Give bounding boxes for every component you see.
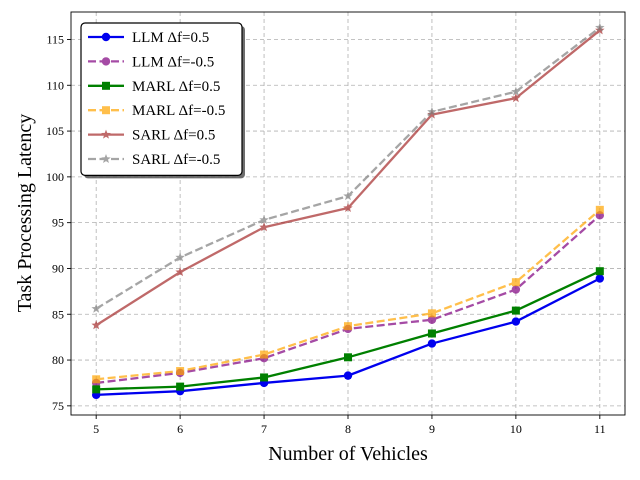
- legend-marker: [102, 106, 110, 115]
- legend-marker: [101, 57, 111, 66]
- data-point: [511, 93, 521, 103]
- y-tick-label: 105: [46, 124, 64, 138]
- data-point: [176, 382, 185, 391]
- legend-entry-3: MARL Δf=-0.5: [88, 103, 225, 119]
- data-point: [511, 317, 521, 326]
- y-tick-label: 90: [52, 261, 64, 275]
- legend-marker: [101, 154, 111, 164]
- data-point: [595, 25, 605, 35]
- data-point: [91, 320, 101, 330]
- legend-swatch: [88, 129, 124, 139]
- x-tick-label: 5: [93, 422, 99, 436]
- y-tick-label: 80: [52, 353, 64, 367]
- data-point: [343, 191, 353, 201]
- data-point: [511, 285, 521, 294]
- x-axis-ticks: 5 6 7 8 9 10 11: [93, 415, 606, 436]
- y-tick-label: 110: [46, 78, 64, 92]
- legend-label: MARL Δf=0.5: [132, 79, 220, 95]
- y-axis-label: Task Processing Latency: [14, 114, 36, 313]
- legend-label: LLM Δf=0.5: [132, 30, 209, 46]
- data-point: [91, 303, 101, 313]
- legend-swatch: [88, 57, 124, 66]
- x-tick-label: 8: [345, 422, 351, 436]
- data-point: [260, 350, 269, 359]
- legend: LLM Δf=0.5 LLM Δf=-0.5 MARL Δf=0.5 MARL Δf=…: [80, 22, 245, 179]
- data-point: [511, 86, 521, 96]
- data-point: [427, 329, 436, 338]
- legend-entry-0: LLM Δf=0.5: [88, 30, 209, 46]
- x-tick-label: 11: [594, 422, 606, 436]
- legend-swatch: [88, 106, 124, 115]
- legend-entry-2: MARL Δf=0.5: [88, 79, 220, 95]
- y-tick-label: 75: [52, 399, 64, 413]
- y-tick-label: 100: [46, 170, 64, 184]
- series-3: [92, 205, 604, 384]
- data-point: [343, 203, 353, 213]
- data-point: [427, 309, 436, 318]
- data-point: [344, 353, 352, 362]
- x-tick-label: 6: [177, 422, 183, 436]
- legend-label: MARL Δf=-0.5: [132, 103, 225, 119]
- data-point: [259, 222, 269, 232]
- x-tick-label: 10: [510, 422, 522, 436]
- data-point: [260, 373, 269, 382]
- data-point: [259, 214, 269, 224]
- data-point: [175, 267, 185, 277]
- y-tick-label: 85: [52, 307, 64, 321]
- y-tick-label: 95: [52, 216, 64, 230]
- legend-marker: [101, 129, 111, 139]
- x-axis-label: Number of Vehicles: [268, 443, 428, 465]
- legend-swatch: [88, 32, 124, 42]
- data-point: [344, 322, 352, 331]
- series-2: [92, 267, 604, 394]
- data-point: [427, 106, 437, 116]
- legend-entry-4: SARL Δf=0.5: [88, 128, 215, 144]
- data-point: [343, 371, 353, 380]
- data-point: [175, 252, 185, 262]
- legend-label: LLM Δf=-0.5: [132, 54, 214, 70]
- legend-box: [80, 22, 243, 176]
- data-point: [595, 205, 604, 214]
- data-point: [427, 339, 437, 348]
- data-point: [511, 278, 520, 287]
- series-group: [91, 22, 605, 400]
- data-point: [595, 22, 605, 32]
- y-tick-label: 115: [46, 32, 64, 46]
- data-point: [427, 109, 437, 119]
- y-axis-ticks: 75 80 85 90 95 100 105 110 115: [46, 32, 71, 413]
- data-point: [92, 385, 101, 394]
- data-point: [92, 375, 101, 384]
- legend-swatch: [88, 154, 124, 164]
- data-point: [427, 315, 437, 324]
- legend-label: SARL Δf=0.5: [132, 128, 215, 144]
- legend-label: SARL Δf=-0.5: [132, 152, 220, 168]
- data-point: [595, 267, 604, 276]
- series-4: [91, 25, 605, 330]
- legend-marker: [102, 81, 110, 90]
- legend-marker: [101, 32, 111, 42]
- data-point: [595, 274, 605, 283]
- legend-swatch: [88, 81, 124, 90]
- data-point: [511, 306, 520, 315]
- legend-entry-1: LLM Δf=-0.5: [88, 54, 214, 70]
- series-5: [91, 22, 605, 313]
- data-point: [176, 367, 185, 376]
- legend-entry-5: SARL Δf=-0.5: [88, 152, 220, 168]
- x-tick-label: 7: [261, 422, 267, 436]
- x-tick-label: 9: [429, 422, 435, 436]
